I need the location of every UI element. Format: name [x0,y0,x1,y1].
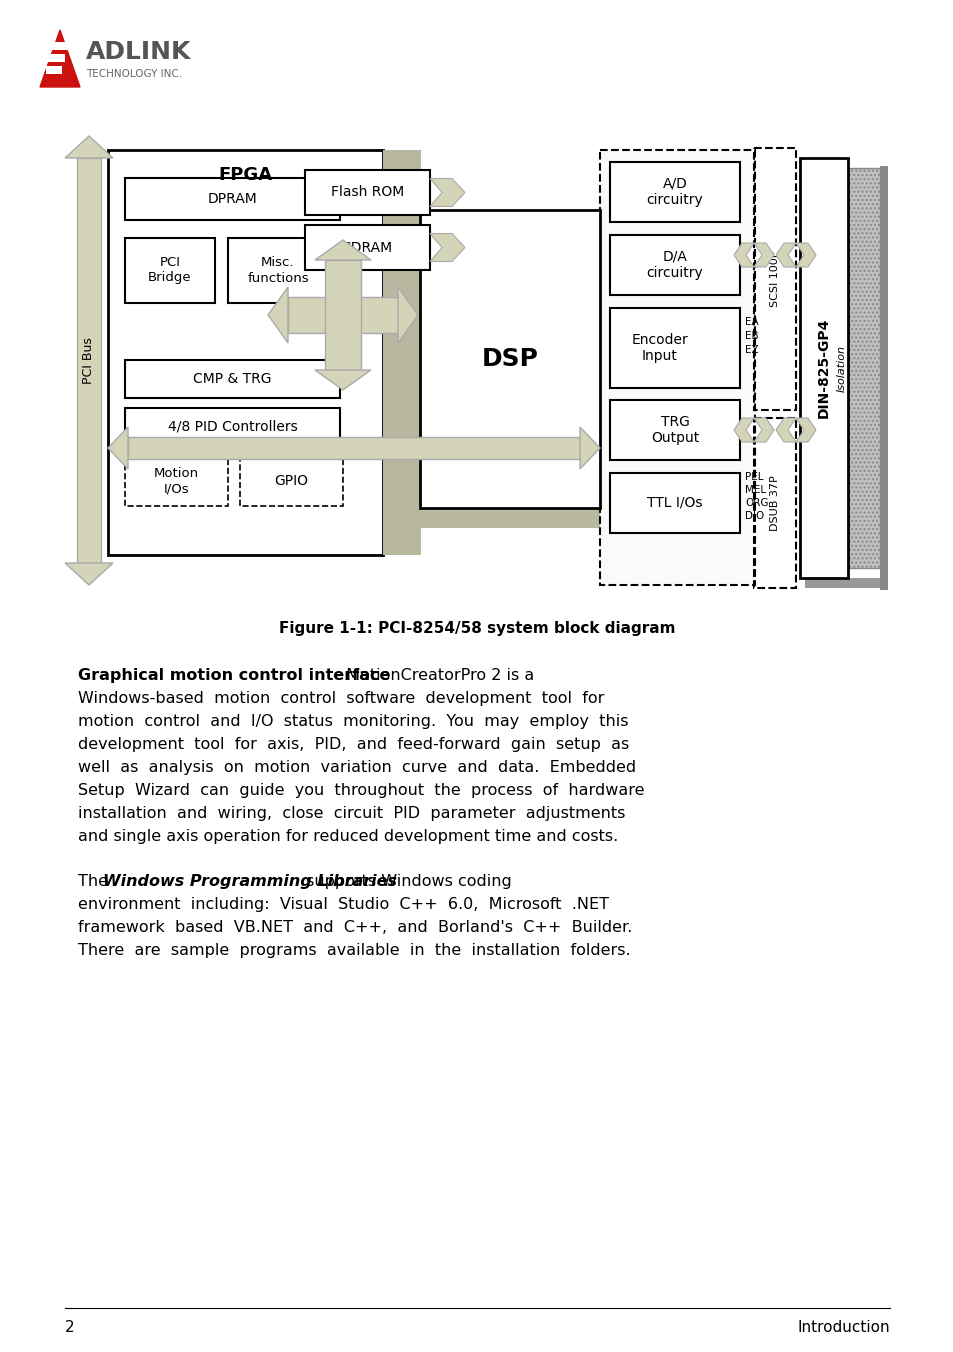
Text: TTL I/Os: TTL I/Os [646,496,702,510]
Text: DIO: DIO [744,511,763,521]
Text: Isolation: Isolation [836,345,846,392]
Bar [419,210,599,508]
Bar [125,408,339,446]
Text: DSP: DSP [481,347,537,370]
Bar [240,456,343,506]
Bar [305,170,430,215]
Text: EA: EA [744,316,758,327]
Text: ADLINK: ADLINK [86,41,192,64]
Bar [288,297,397,333]
Bar [40,42,68,50]
Bar [228,238,328,303]
Text: Encoder
Input: Encoder Input [631,333,688,364]
Polygon shape [775,243,795,266]
Text: There  are  sample  programs  available  in  the  installation  folders.: There are sample programs available in t… [78,942,630,959]
Polygon shape [397,287,417,343]
Bar [46,66,62,74]
Bar [804,579,879,588]
Bar [305,224,430,270]
Polygon shape [775,418,795,442]
Bar [382,508,602,529]
Text: EZ: EZ [744,345,758,356]
Text: framework  based  VB.NET  and  C++,  and  Borland's  C++  Builder.: framework based VB.NET and C++, and Borl… [78,919,632,936]
Text: TECHNOLOGY INC.: TECHNOLOGY INC. [86,69,182,78]
Text: SCSI 100P: SCSI 100P [769,250,780,307]
Bar [77,158,101,562]
Polygon shape [65,562,112,585]
Text: Motion
I/Os: Motion I/Os [153,466,199,495]
Text: FPGA: FPGA [218,166,273,184]
Bar [800,158,847,579]
Polygon shape [314,241,371,260]
Polygon shape [753,243,773,266]
Bar [325,260,360,370]
Bar [753,147,795,410]
Bar [599,150,754,585]
Text: MEL: MEL [744,485,765,495]
Bar [609,162,740,222]
Bar [125,360,339,397]
Text: EB: EB [744,331,758,341]
Polygon shape [733,243,753,266]
Text: TRG
Output: TRG Output [650,415,699,445]
Text: and single axis operation for reduced development time and costs.: and single axis operation for reduced de… [78,829,618,844]
Text: 4/8 PID Controllers: 4/8 PID Controllers [168,420,297,434]
Bar [753,418,795,588]
Polygon shape [108,427,128,469]
Text: Figure 1-1: PCI-8254/58 system block diagram: Figure 1-1: PCI-8254/58 system block dia… [278,621,675,635]
Text: installation  and  wiring,  close  circuit  PID  parameter  adjustments: installation and wiring, close circuit P… [78,806,625,821]
Bar [125,178,339,220]
Text: 2: 2 [65,1321,74,1336]
Polygon shape [579,427,599,469]
Text: Graphical motion control interface: Graphical motion control interface [78,668,390,683]
Bar [879,166,887,589]
Text: environment  including:  Visual  Studio  C++  6.0,  Microsoft  .NET: environment including: Visual Studio C++… [78,896,608,913]
Bar [43,54,65,62]
Bar [125,238,214,303]
Text: CMP & TRG: CMP & TRG [193,372,272,387]
Bar [382,150,420,556]
Bar [609,473,740,533]
Text: Misc.
functions: Misc. functions [247,257,309,284]
Text: – MotionCreatorPro 2 is a: – MotionCreatorPro 2 is a [328,668,534,683]
Polygon shape [430,234,464,261]
Text: well  as  analysis  on  motion  variation  curve  and  data.  Embedded: well as analysis on motion variation cur… [78,760,636,775]
Polygon shape [65,137,112,158]
Text: DIN-825-GP4: DIN-825-GP4 [816,318,830,418]
Polygon shape [795,418,815,442]
Bar [609,235,740,295]
Polygon shape [430,178,464,207]
Polygon shape [268,287,288,343]
Text: PCI
Bridge: PCI Bridge [148,257,192,284]
Polygon shape [795,243,815,266]
Text: SDRAM: SDRAM [342,241,392,254]
Bar [847,168,879,568]
Polygon shape [314,370,371,389]
Text: Windows-based  motion  control  software  development  tool  for: Windows-based motion control software de… [78,691,604,706]
Text: Setup  Wizard  can  guide  you  throughout  the  process  of  hardware: Setup Wizard can guide you throughout th… [78,783,644,798]
Text: PEL: PEL [744,472,762,483]
Text: motion  control  and  I/O  status  monitoring.  You  may  employ  this: motion control and I/O status monitoring… [78,714,628,729]
Polygon shape [733,418,753,442]
Text: A/D
circuitry: A/D circuitry [646,177,702,207]
Bar [128,437,579,458]
Bar [125,456,228,506]
Bar [108,150,382,556]
Text: D/A
circuitry: D/A circuitry [646,250,702,280]
Bar [609,400,740,460]
Bar [609,308,740,388]
Text: ORG: ORG [744,498,768,508]
Text: PCI Bus: PCI Bus [82,337,95,384]
Text: GPIO: GPIO [274,475,308,488]
Text: Windows Programming Libraries: Windows Programming Libraries [103,873,396,890]
Text: DSUB 37P: DSUB 37P [769,475,780,531]
Text: development  tool  for  axis,  PID,  and  feed-forward  gain  setup  as: development tool for axis, PID, and feed… [78,737,629,752]
Text: DPRAM: DPRAM [208,192,257,206]
Text: The: The [78,873,113,890]
Polygon shape [40,30,80,87]
Polygon shape [753,418,773,442]
Text: Introduction: Introduction [797,1321,889,1336]
Text: Flash ROM: Flash ROM [331,185,404,200]
Text: supports Windows coding: supports Windows coding [301,873,511,890]
